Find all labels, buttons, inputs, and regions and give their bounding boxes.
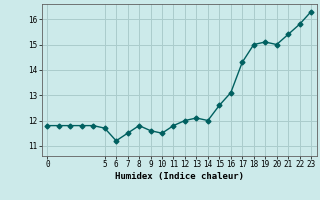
X-axis label: Humidex (Indice chaleur): Humidex (Indice chaleur) (115, 172, 244, 181)
